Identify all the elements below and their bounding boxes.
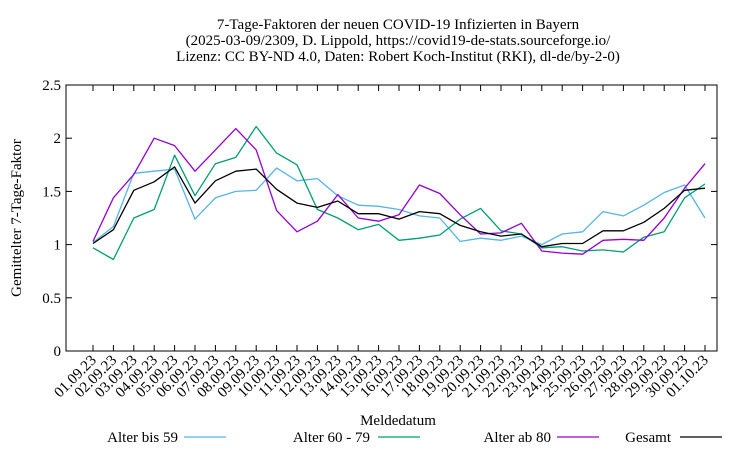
title-line: Lizenz: CC BY-ND 4.0, Daten: Robert Koch…	[176, 49, 620, 65]
y-tick-label: 0.5	[42, 291, 61, 307]
y-tick-label: 1.5	[42, 184, 61, 200]
y-axis-label: Gemittelter 7-Tage-Faktor	[9, 139, 25, 297]
legend-label: Alter ab 80	[484, 430, 551, 446]
series-lines	[92, 125, 706, 261]
series-line-alter-bis-59	[92, 167, 706, 246]
legend-label: Gesamt	[625, 430, 672, 446]
x-axis: 01.09.2302.09.2303.09.2304.09.2305.09.23…	[51, 85, 712, 401]
legend-label: Alter bis 59	[107, 430, 178, 446]
title-line: (2025-03-09/2309, D. Lippold, https://co…	[186, 33, 611, 49]
series-line-alter-60-79	[92, 125, 706, 261]
y-axis: 0 0.5 1 1.5 2 2.5	[42, 78, 717, 360]
y-tick-label: 0	[54, 344, 62, 360]
chart-title: 7-Tage-Faktoren der neuen COVID-19 Infiz…	[176, 17, 620, 65]
title-line: 7-Tage-Faktoren der neuen COVID-19 Infiz…	[217, 17, 580, 33]
legend: Alter bis 59 Alter 60 - 79 Alter ab 80 Gesa…	[107, 430, 722, 446]
y-tick-label: 2	[54, 131, 62, 147]
legend-label: Alter 60 - 79	[293, 430, 370, 446]
y-tick-label: 2.5	[42, 78, 61, 94]
plot-border	[65, 84, 718, 352]
y-tick-label: 1	[54, 238, 62, 254]
series-line-alter-ab-80	[92, 127, 706, 255]
plot-frame	[65, 84, 718, 352]
x-axis-label: Meldedatum	[360, 413, 436, 429]
series-line-gesamt	[92, 166, 706, 248]
